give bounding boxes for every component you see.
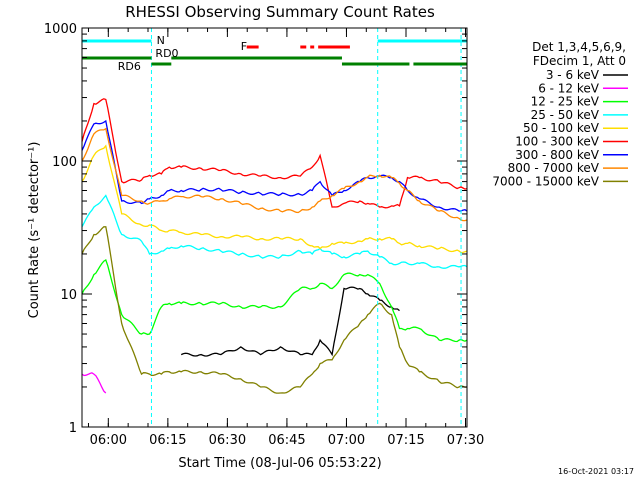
y-tick-label: 1000 (44, 22, 77, 37)
legend-label: 800 - 7000 keV (508, 161, 600, 175)
x-tick-label: 07:15 (387, 433, 424, 448)
series-line-6 (81, 119, 468, 212)
series-line-8 (81, 226, 468, 394)
plot-frame (81, 27, 468, 428)
legend-label: 7000 - 15000 keV (492, 174, 599, 188)
legend-label: 25 - 50 keV (531, 108, 600, 122)
legend-label: 100 - 300 keV (515, 135, 599, 149)
x-tick-label: 06:15 (149, 433, 186, 448)
series-line-0 (180, 286, 400, 357)
y-axis: 1 10 100 1000 (44, 22, 467, 436)
flag-label-rd6: RD6 (118, 60, 141, 73)
legend-header-line-1: Det 1,3,4,5,6,9, (532, 40, 626, 54)
series-line-1 (81, 372, 107, 394)
flag-label-n: N (157, 34, 165, 47)
legend-label: 12 - 25 keV (531, 95, 600, 109)
x-tick-label: 06:45 (268, 433, 305, 448)
legend-label: 3 - 6 keV (546, 68, 600, 82)
flag-label-f: F (241, 40, 247, 53)
x-axis-label: Start Time (08-Jul-06 05:53:22) (178, 456, 381, 471)
x-tick-label: 06:30 (209, 433, 246, 448)
flag-bars-layer: N F RD0 RD6 (82, 28, 467, 427)
flag-label-rd0: RD0 (155, 47, 178, 60)
legend-label: 300 - 800 keV (515, 148, 599, 162)
y-tick-label: 1 (69, 421, 77, 436)
series-line-3 (81, 194, 468, 269)
legend: Det 1,3,4,5,6,9, FDecim 1, Att 0 3 - 6 k… (492, 40, 628, 188)
generated-timestamp: 16-Oct-2021 03:17 (558, 467, 634, 476)
x-tick-label: 07:00 (328, 433, 365, 448)
axes-layer (81, 27, 468, 428)
y-tick-label: 100 (52, 155, 77, 170)
y-axis-label: Count Rate (s⁻¹ detector⁻¹) (27, 142, 42, 319)
legend-label: 50 - 100 keV (523, 121, 600, 135)
legend-label: 6 - 12 keV (538, 81, 600, 95)
series-layer (81, 98, 468, 394)
series-line-2 (81, 259, 468, 343)
legend-header-line-2: FDecim 1, Att 0 (533, 54, 626, 68)
series-line-7 (81, 127, 468, 222)
chart-title: RHESSI Observing Summary Count Rates (125, 3, 435, 21)
x-tick-label: 06:00 (90, 433, 127, 448)
x-tick-label: 07:30 (447, 433, 484, 448)
series-line-5 (81, 98, 468, 209)
y-tick-label: 10 (60, 288, 77, 303)
series-line-4 (81, 144, 468, 254)
x-axis: 06:00 06:15 06:30 06:45 07:00 07:15 07:30 (87, 28, 484, 448)
